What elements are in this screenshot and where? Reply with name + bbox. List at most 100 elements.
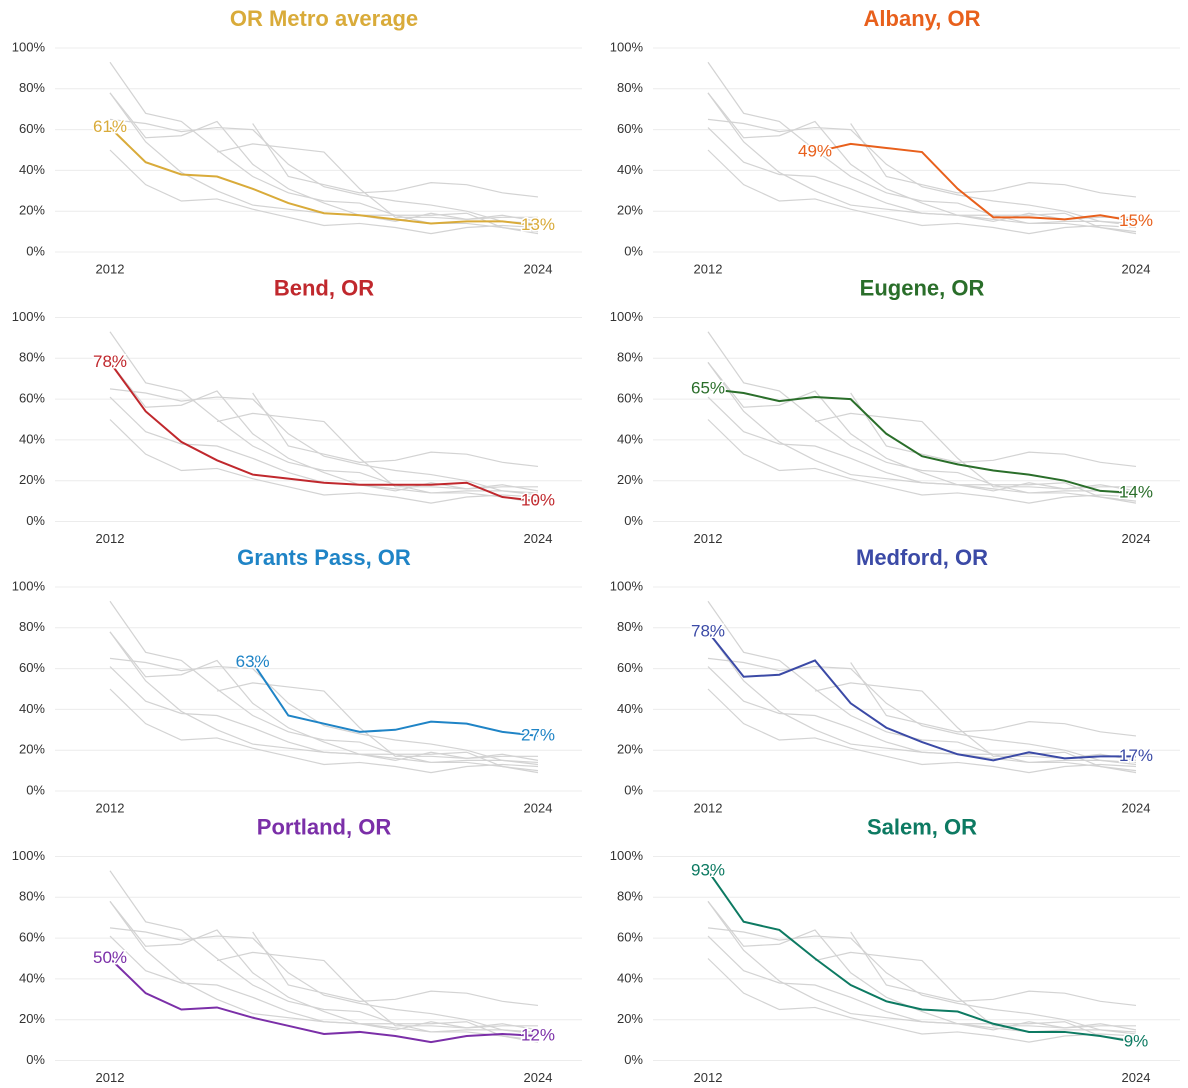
x-tick-label: 2012 [96, 531, 125, 546]
context-line [707, 92, 1136, 223]
context-line [707, 688, 1137, 774]
value-label: 9% [1124, 1032, 1149, 1051]
value-label: 65% [691, 378, 725, 397]
context-line [707, 901, 1137, 1041]
context-line [707, 657, 1137, 764]
x-tick-label: 2024 [1122, 800, 1151, 815]
y-tick-label: 40% [19, 701, 45, 716]
x-tick-label: 2012 [96, 800, 125, 815]
y-tick-label: 20% [617, 1011, 643, 1026]
y-tick-label: 80% [617, 80, 643, 95]
y-tick-label: 20% [19, 1011, 45, 1026]
highlight-line [251, 661, 539, 737]
x-tick-label: 2024 [1122, 1070, 1151, 1085]
value-label: 93% [691, 860, 725, 879]
context-line [252, 392, 539, 468]
context-line [707, 419, 1137, 504]
y-tick-label: 0% [26, 243, 45, 258]
y-tick-label: 60% [617, 660, 643, 675]
context-line [109, 92, 538, 223]
x-tick-label: 2024 [524, 261, 553, 276]
y-tick-label: 60% [19, 391, 45, 406]
value-label: 50% [93, 948, 127, 967]
y-tick-label: 20% [19, 203, 45, 218]
panel: Medford, OR 0% 20% 40% 60% 80% 100% 2012 2024 78%… [610, 545, 1180, 815]
context-line [109, 631, 538, 762]
highlight-line [814, 142, 1137, 223]
context-line [216, 682, 539, 761]
y-tick-label: 100% [610, 309, 644, 324]
context-line [109, 388, 539, 494]
panel-title: Albany, OR [864, 6, 981, 31]
y-tick-label: 80% [19, 619, 45, 634]
context-line [109, 870, 539, 1043]
y-tick-label: 40% [617, 162, 643, 177]
context-line [814, 682, 1137, 761]
context-line [707, 92, 1137, 233]
y-tick-label: 60% [617, 391, 643, 406]
x-tick-label: 2012 [96, 261, 125, 276]
y-tick-label: 100% [12, 309, 46, 324]
context-line [707, 362, 1137, 502]
y-tick-label: 60% [19, 121, 45, 136]
y-tick-label: 40% [617, 970, 643, 985]
context-line [707, 149, 1137, 235]
panel: Bend, OR 0% 20% 40% 60% 80% 100% 2012 2024 78% 10% [12, 275, 582, 546]
x-tick-label: 2012 [694, 261, 723, 276]
value-label: 12% [521, 1026, 555, 1045]
highlight-line [707, 631, 1136, 762]
x-tick-label: 2024 [1122, 531, 1151, 546]
y-tick-label: 40% [19, 162, 45, 177]
context-line [707, 61, 1137, 235]
context-line [707, 331, 1137, 504]
y-tick-label: 100% [610, 39, 644, 54]
context-line [109, 927, 539, 1033]
x-tick-label: 2012 [694, 1070, 723, 1085]
panel-title: Bend, OR [274, 275, 374, 300]
panel-title: OR Metro average [230, 6, 418, 31]
y-tick-label: 20% [617, 472, 643, 487]
context-line [109, 362, 538, 492]
context-line [216, 951, 539, 1031]
context-line [109, 901, 539, 1041]
y-tick-label: 0% [624, 782, 643, 797]
y-tick-label: 0% [26, 1052, 45, 1067]
context-line [109, 688, 539, 774]
panel: Grants Pass, OR 0% 20% 40% 60% 80% 100% 2012 202… [12, 545, 582, 815]
panel-title: Salem, OR [867, 814, 977, 839]
panel: Albany, OR 0% 20% 40% 60% 80% 100% 2012 2024 49% 1… [610, 6, 1180, 276]
value-label: 49% [798, 142, 832, 161]
highlight-line [109, 957, 539, 1044]
value-label: 15% [1119, 211, 1153, 230]
context-line [707, 362, 1136, 492]
y-tick-label: 60% [19, 660, 45, 675]
highlight-line [109, 361, 539, 503]
y-tick-label: 100% [12, 578, 46, 593]
y-tick-label: 0% [624, 1052, 643, 1067]
context-line [252, 931, 539, 1007]
y-tick-label: 40% [617, 701, 643, 716]
value-label: 61% [93, 117, 127, 136]
context-line [850, 392, 1137, 468]
y-tick-label: 20% [617, 742, 643, 757]
value-label: 13% [521, 215, 555, 234]
y-tick-label: 20% [19, 742, 45, 757]
context-line [109, 631, 539, 772]
panel-title: Grants Pass, OR [237, 545, 411, 570]
y-tick-label: 80% [19, 889, 45, 904]
y-tick-label: 80% [617, 350, 643, 365]
context-line [850, 662, 1137, 737]
y-tick-label: 80% [617, 619, 643, 634]
value-label: 78% [691, 621, 725, 640]
highlight-line [707, 387, 1137, 494]
y-tick-label: 0% [624, 513, 643, 528]
panel: OR Metro average 0% 20% 40% 60% 80% 100% 2012 20… [12, 6, 582, 276]
y-tick-label: 100% [12, 39, 46, 54]
context-line [814, 951, 1137, 1031]
value-label: 17% [1119, 746, 1153, 765]
x-tick-label: 2024 [524, 800, 553, 815]
y-tick-label: 60% [617, 930, 643, 945]
context-line [850, 123, 1137, 198]
x-tick-label: 2012 [96, 1070, 125, 1085]
